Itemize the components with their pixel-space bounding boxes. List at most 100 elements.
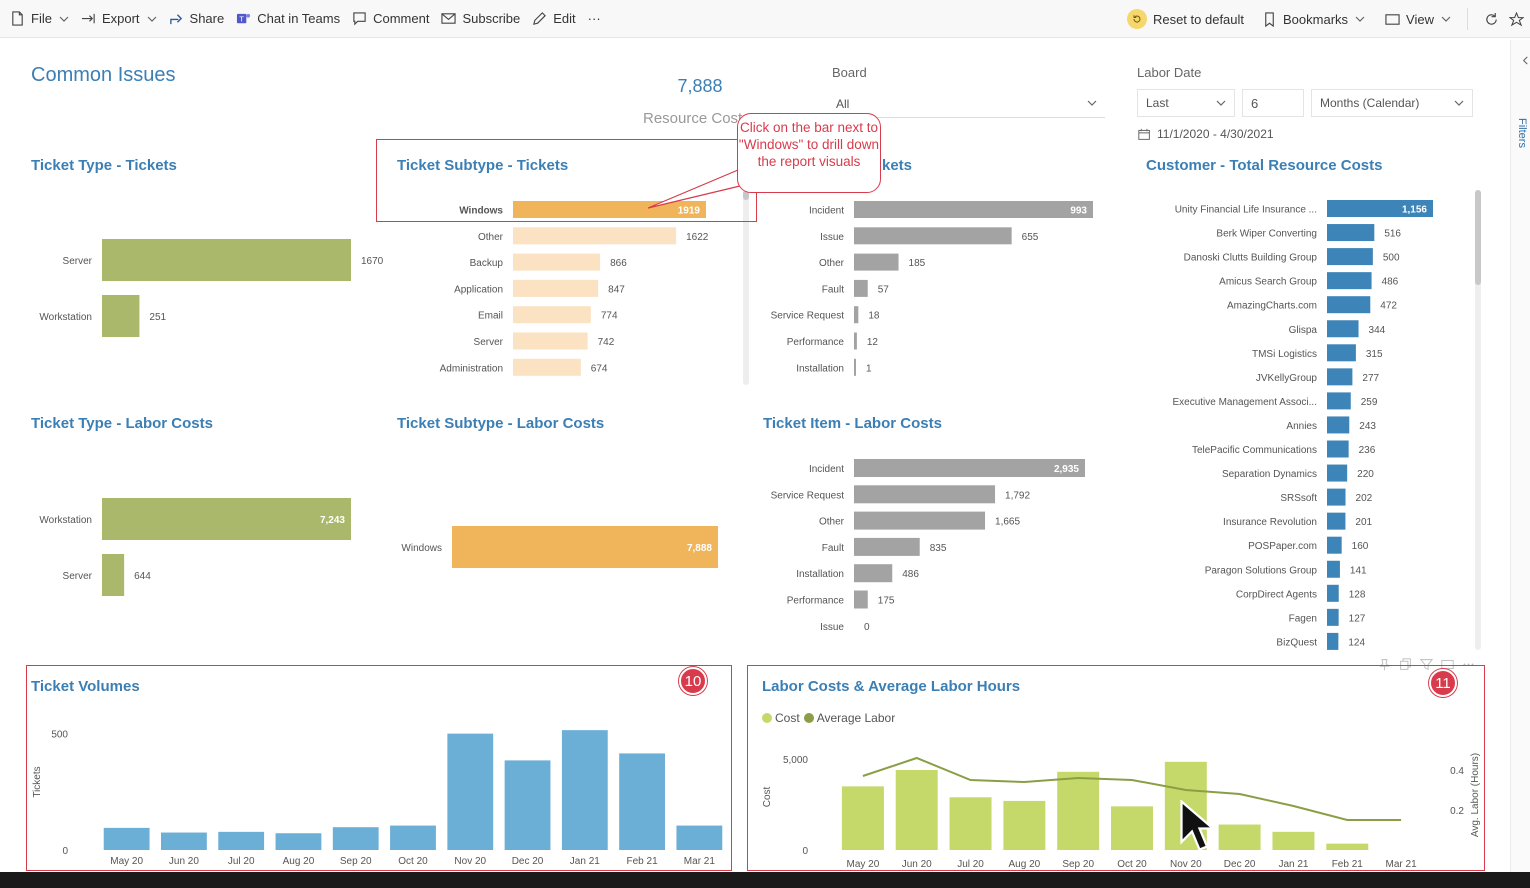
bar-tmsi-logistics[interactable] [1327, 344, 1356, 362]
bar-server[interactable] [102, 554, 125, 596]
more-options-button[interactable]: ··· [582, 0, 607, 38]
filters-pane-collapsed[interactable] [1510, 40, 1530, 872]
bar-jan-21[interactable] [1272, 831, 1315, 850]
labor-date-period-dropdown[interactable]: Last [1137, 89, 1235, 117]
filters-pane-label[interactable]: Filters [1516, 118, 1528, 148]
bookmarks-menu[interactable]: Bookmarks [1256, 0, 1371, 38]
ticket-volumes-chart[interactable]: Tickets 0 500 May 20 Jun 20 Jul 20 Aug 20 Sep 2… [28, 722, 730, 870]
bar-jun-20[interactable] [895, 770, 938, 850]
bar-feb-21[interactable] [619, 753, 665, 850]
bar-amicus-search-group[interactable] [1327, 272, 1372, 290]
ticket-item-tickets-chart[interactable]: Incident 993 Issue 655 Other 185 Fault 57 Servic… [760, 196, 1110, 381]
bar-server[interactable] [102, 239, 351, 281]
pin-icon[interactable] [1378, 658, 1391, 671]
favorite-button[interactable] [1509, 0, 1530, 38]
bar-jan-21[interactable] [561, 730, 608, 850]
bar-unity-financial-life-insurance[interactable] [1327, 200, 1433, 217]
comment-button[interactable]: Comment [346, 0, 435, 38]
bar-aug-20[interactable] [275, 833, 322, 850]
bar-incident[interactable] [854, 201, 1093, 218]
bar-insurance-revolution[interactable] [1327, 512, 1346, 530]
filter-icon[interactable] [1420, 658, 1433, 671]
bar-service-request[interactable] [854, 306, 859, 324]
bar-glispa[interactable] [1327, 320, 1359, 338]
bar-mar-21[interactable] [676, 825, 723, 850]
bar-issue[interactable] [854, 227, 1012, 245]
bar-jvkellygroup[interactable] [1327, 368, 1353, 386]
bar-workstation[interactable] [102, 295, 140, 337]
bar-performance[interactable] [854, 332, 857, 350]
subtype-scroll-thumb[interactable] [743, 190, 749, 200]
legend-item-cost[interactable]: Cost [762, 711, 800, 725]
bar-backup[interactable] [513, 253, 601, 271]
bar-other[interactable] [854, 253, 899, 271]
edit-button[interactable]: Edit [526, 0, 581, 38]
bar-installation[interactable] [854, 358, 856, 376]
bar-aug-20[interactable] [1003, 800, 1046, 850]
bar-may-20[interactable] [841, 786, 884, 850]
bar-fagen[interactable] [1327, 608, 1339, 626]
bar-incident[interactable] [854, 459, 1085, 477]
bar-server[interactable] [513, 332, 588, 350]
bar-oct-20[interactable] [1111, 806, 1153, 850]
bar-srssoft[interactable] [1327, 488, 1346, 506]
bar-application[interactable] [513, 279, 599, 297]
bar-other[interactable] [854, 511, 986, 530]
bar-fault[interactable] [854, 279, 868, 297]
ticket-subtype-labor-chart[interactable]: Windows 7,888 [396, 520, 736, 575]
ticket-subtype-tickets-chart[interactable]: Windows 1919 Other 1622 Backup 866 Application… [396, 196, 736, 381]
bar-oct-20[interactable] [390, 825, 436, 850]
ticket-type-labor-chart[interactable]: Workstation 7,243 Server 644 [26, 490, 366, 605]
labor-date-count-input[interactable]: 6 [1242, 89, 1304, 117]
customer-scroll-track[interactable] [1475, 190, 1481, 650]
bar-fault[interactable] [854, 537, 920, 556]
bar-service-request[interactable] [854, 485, 996, 504]
refresh-button[interactable] [1478, 0, 1509, 38]
bar-executive-management-associ[interactable] [1327, 392, 1351, 410]
bar-installation[interactable] [854, 564, 893, 583]
bar-nov-20[interactable] [447, 733, 494, 850]
share-button[interactable]: Share [163, 0, 231, 38]
bar-annies[interactable] [1327, 416, 1350, 434]
bar-jul-20[interactable] [949, 797, 992, 850]
bar-administration[interactable] [513, 358, 581, 376]
ticket-item-labor-chart[interactable]: Incident 2,935 Service Request 1,792 Other 1,… [760, 454, 1110, 644]
bar-telepacific-communications[interactable] [1327, 440, 1349, 458]
bar-other[interactable] [513, 227, 677, 245]
subscribe-button[interactable]: Subscribe [435, 0, 526, 38]
bar-amazingcharts-com[interactable] [1327, 296, 1371, 314]
focus-mode-icon[interactable] [1441, 658, 1454, 671]
chevron-left-icon[interactable] [1521, 56, 1530, 65]
bar-pospaper-com[interactable] [1327, 536, 1342, 554]
labor-date-unit-dropdown[interactable]: Months (Calendar) [1311, 89, 1473, 117]
customer-costs-chart[interactable]: Unity Financial Life Insurance ... 1,156 B… [1146, 196, 1466, 654]
bar-berk-wiper-converting[interactable] [1327, 224, 1375, 242]
chat-in-teams-button[interactable]: T Chat in Teams [230, 0, 346, 38]
bar-windows[interactable] [452, 526, 718, 568]
bar-sep-20[interactable] [1057, 771, 1100, 850]
export-menu[interactable]: Export [75, 0, 163, 38]
bar-sep-20[interactable] [332, 827, 379, 850]
bar-separation-dynamics[interactable] [1327, 464, 1348, 482]
ticket-type-tickets-chart[interactable]: Server 1670 Workstation 251 [26, 230, 384, 345]
bar-paragon-solutions-group[interactable] [1327, 560, 1340, 578]
bar-may-20[interactable] [103, 827, 150, 850]
bar-danoski-clutts-building-group[interactable] [1327, 248, 1373, 266]
reset-to-default-button[interactable]: Reset to default [1121, 0, 1250, 38]
bar-dec-20[interactable] [1218, 824, 1261, 850]
bar-bizquest[interactable] [1327, 632, 1339, 650]
view-menu[interactable]: View [1379, 0, 1457, 38]
board-dropdown[interactable]: All [828, 90, 1105, 118]
bar-dec-20[interactable] [504, 760, 551, 850]
bar-email[interactable] [513, 306, 591, 324]
customer-scroll-thumb[interactable] [1475, 190, 1481, 285]
bar-workstation[interactable] [102, 498, 351, 540]
bar-performance[interactable] [854, 590, 868, 609]
legend-item-average-labor[interactable]: Average Labor [803, 711, 895, 725]
bar-jul-20[interactable] [218, 831, 265, 850]
more-options-icon[interactable] [1462, 658, 1475, 671]
file-menu[interactable]: File [4, 0, 75, 38]
bar-corpdirect-agents[interactable] [1327, 584, 1339, 602]
bar-feb-21[interactable] [1326, 843, 1369, 850]
bar-jun-20[interactable] [161, 832, 207, 850]
